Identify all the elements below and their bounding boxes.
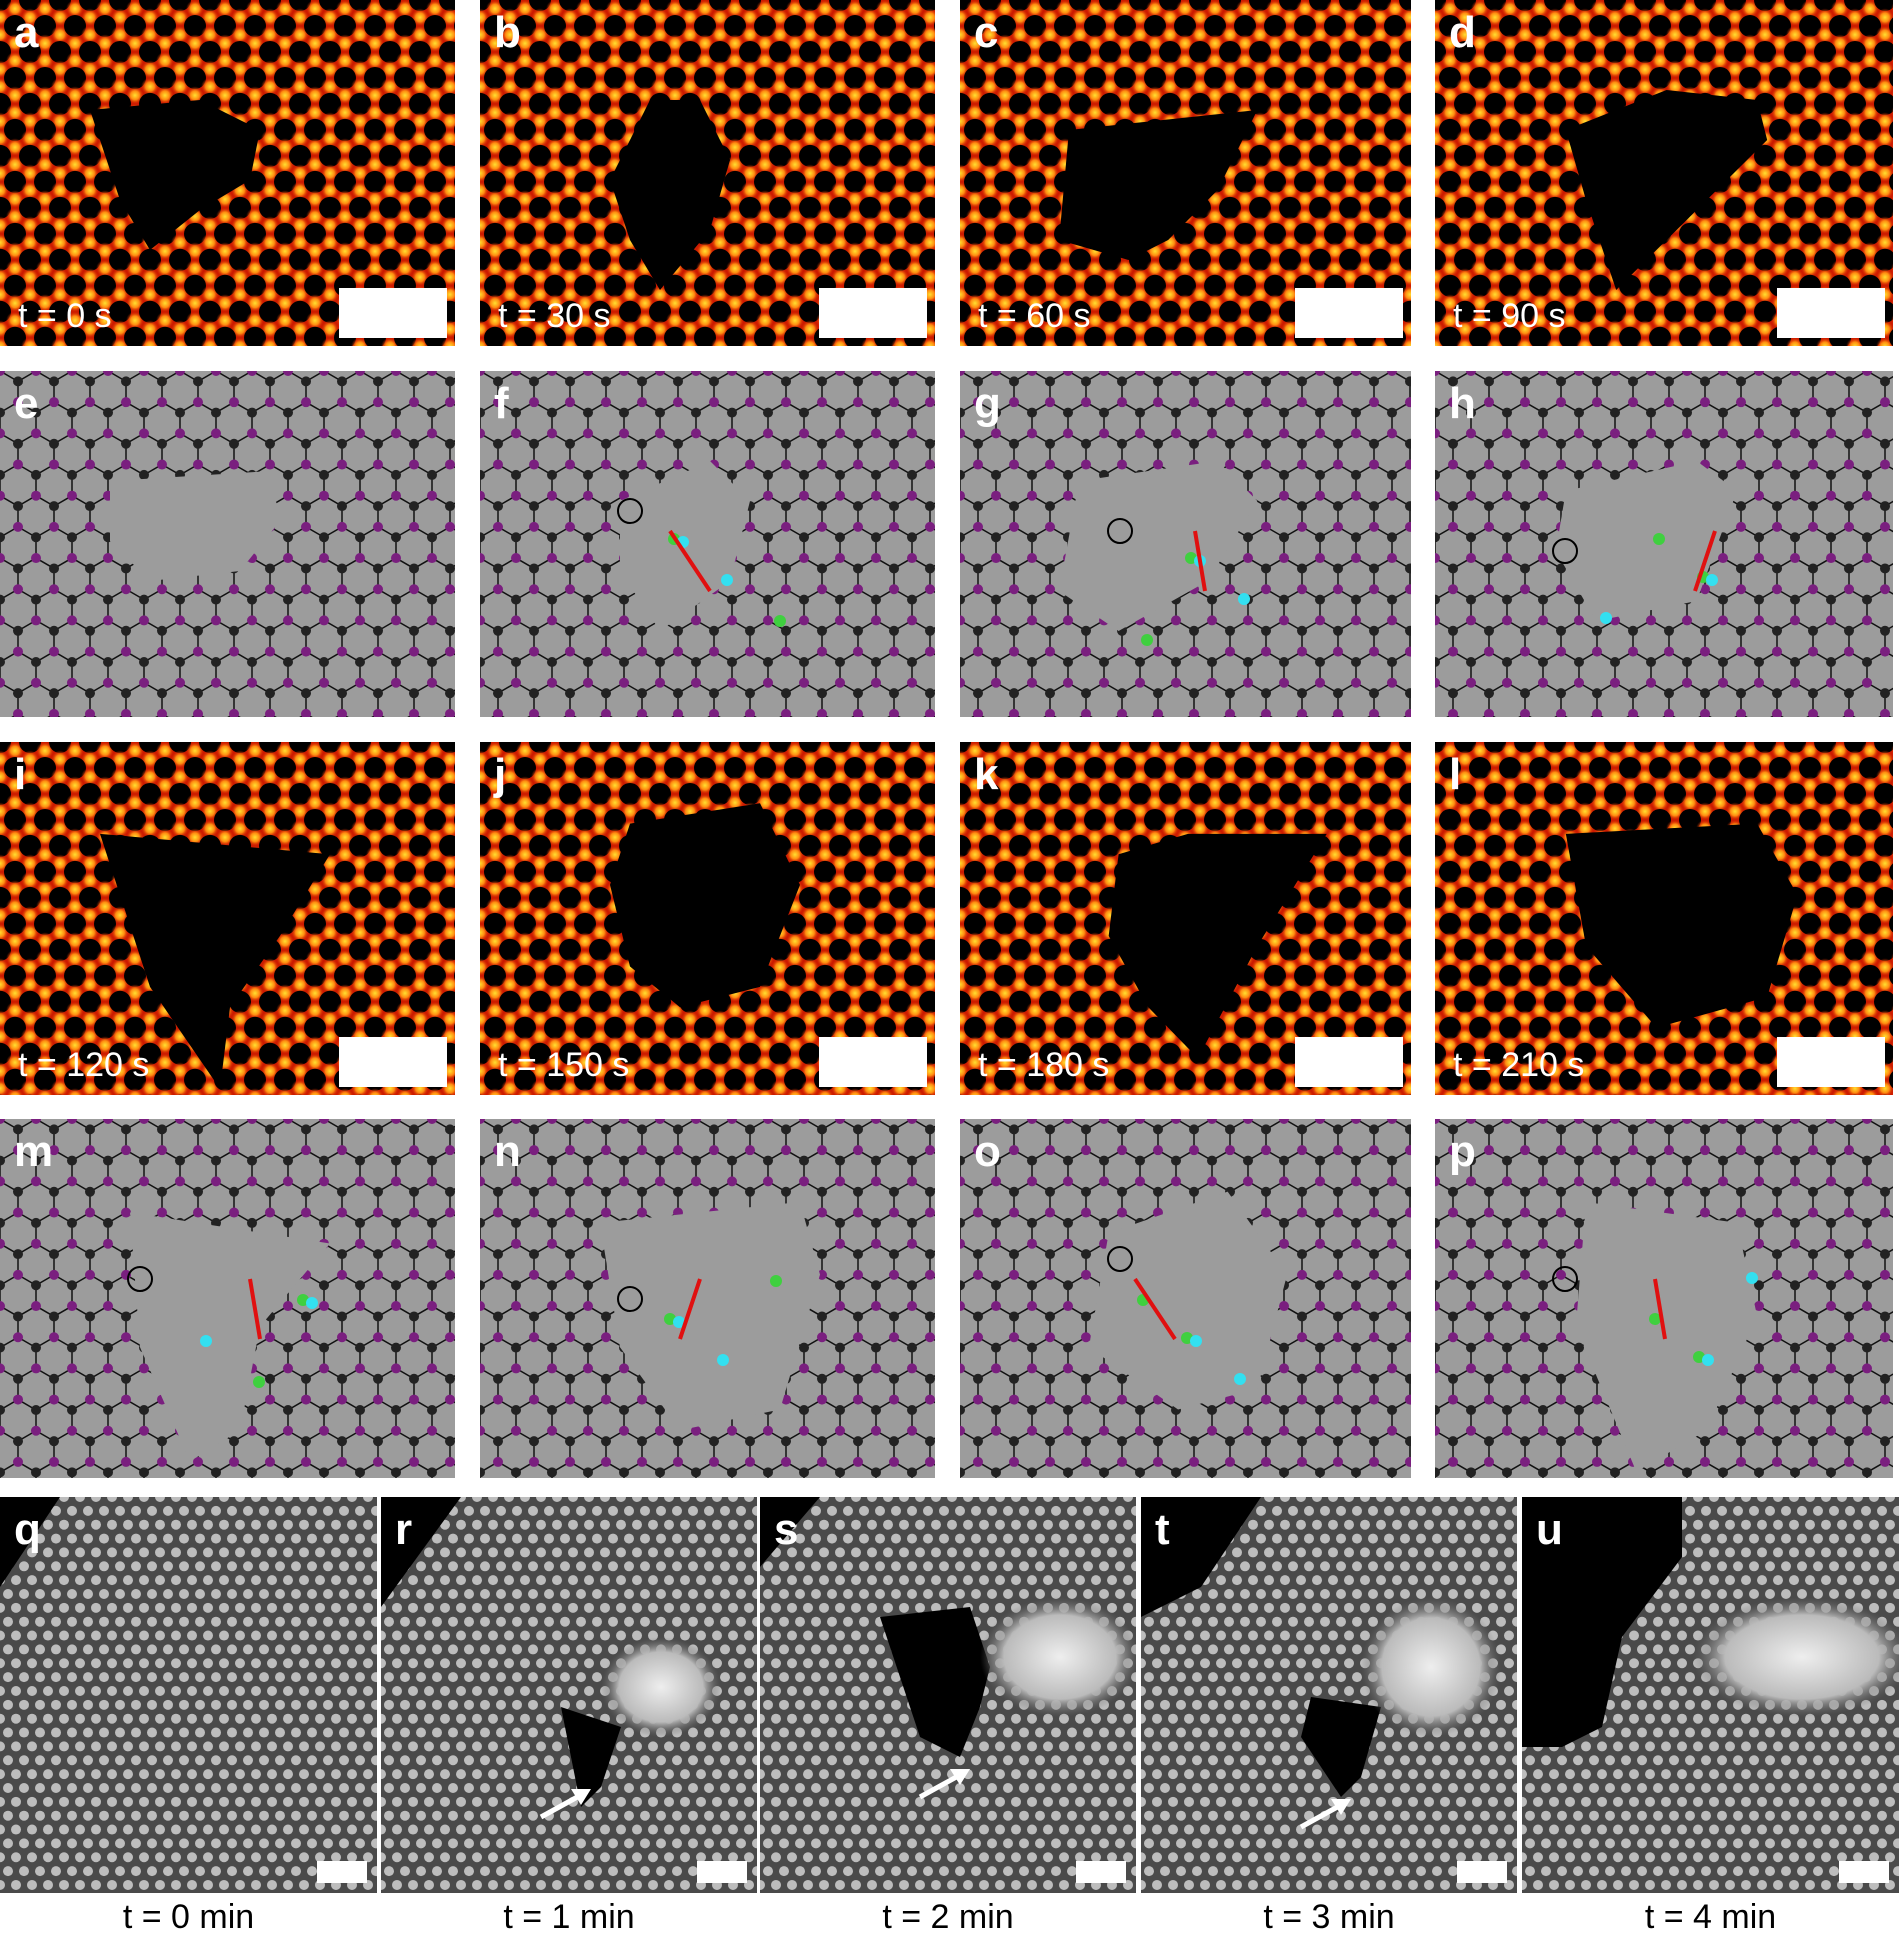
- panel-p: p: [1435, 1119, 1893, 1478]
- panel-label: c: [974, 8, 998, 58]
- panel-label: p: [1449, 1127, 1476, 1177]
- scale-bar: [1076, 1861, 1126, 1883]
- stem-image: [1141, 1497, 1517, 1893]
- lattice-image: [960, 1119, 1411, 1478]
- scale-bar: [339, 1037, 447, 1087]
- panel-c: c t = 60 s: [960, 0, 1411, 346]
- scale-bar: [1295, 288, 1403, 338]
- scale-bar: [697, 1861, 747, 1883]
- stem-image: [760, 1497, 1136, 1893]
- panel-n: n: [480, 1119, 935, 1478]
- panel-label: l: [1449, 750, 1461, 800]
- panel-r: r: [381, 1497, 757, 1893]
- scale-bar: [1457, 1861, 1507, 1883]
- panel-f: f: [480, 371, 935, 717]
- panel-g: g: [960, 371, 1411, 717]
- time-label: t = 90 s: [1453, 297, 1565, 336]
- scale-bar: [1839, 1861, 1889, 1883]
- scale-bar: [1295, 1037, 1403, 1087]
- stem-image: [381, 1497, 757, 1893]
- panel-k: k t = 180 s: [960, 742, 1411, 1095]
- stem-image: [0, 1497, 377, 1893]
- lattice-image: [960, 371, 1411, 717]
- time-label: t = 1 min: [381, 1898, 757, 1937]
- time-label: t = 120 s: [18, 1046, 149, 1085]
- panel-s: s: [760, 1497, 1136, 1893]
- time-label: t = 180 s: [978, 1046, 1109, 1085]
- stem-image: [1522, 1497, 1899, 1893]
- scale-bar: [819, 288, 927, 338]
- panel-j: j t = 150 s: [480, 742, 935, 1095]
- panel-label: r: [395, 1505, 412, 1555]
- panel-a: a t = 0 s: [0, 0, 455, 346]
- time-label: t = 210 s: [1453, 1046, 1584, 1085]
- panel-label: q: [14, 1505, 41, 1555]
- panel-t: t: [1141, 1497, 1517, 1893]
- panel-q: q: [0, 1497, 377, 1893]
- lattice-image: [0, 371, 455, 717]
- panel-l: l t = 210 s: [1435, 742, 1893, 1095]
- scale-bar: [339, 288, 447, 338]
- time-label: t = 0 min: [0, 1898, 377, 1937]
- lattice-image: [1435, 371, 1893, 717]
- time-label: t = 30 s: [498, 297, 610, 336]
- lattice-image: [1435, 1119, 1893, 1478]
- panel-label: j: [494, 750, 506, 800]
- time-label: t = 2 min: [760, 1898, 1136, 1937]
- panel-d: d t = 90 s: [1435, 0, 1893, 346]
- panel-label: i: [14, 750, 26, 800]
- panel-label: u: [1536, 1505, 1563, 1555]
- scale-bar: [1777, 1037, 1885, 1087]
- panel-label: h: [1449, 379, 1476, 429]
- panel-h: h: [1435, 371, 1893, 717]
- lattice-image: [480, 1119, 935, 1478]
- scale-bar: [317, 1861, 367, 1883]
- lattice-image: [0, 1119, 455, 1478]
- panel-label: o: [974, 1127, 1001, 1177]
- panel-label: a: [14, 8, 38, 58]
- panel-label: m: [14, 1127, 53, 1177]
- panel-b: b t = 30 s: [480, 0, 935, 346]
- panel-label: n: [494, 1127, 521, 1177]
- panel-i: i t = 120 s: [0, 742, 455, 1095]
- lattice-image: [480, 371, 935, 717]
- panel-label: b: [494, 8, 521, 58]
- time-label: t = 60 s: [978, 297, 1090, 336]
- time-label: t = 4 min: [1522, 1898, 1899, 1937]
- time-label: t = 0 s: [18, 297, 112, 336]
- time-label: t = 3 min: [1141, 1898, 1517, 1937]
- scale-bar: [819, 1037, 927, 1087]
- panel-label: k: [974, 750, 998, 800]
- panel-e: e: [0, 371, 455, 717]
- panel-label: g: [974, 379, 1001, 429]
- panel-label: s: [774, 1505, 798, 1555]
- panel-m: m: [0, 1119, 455, 1478]
- panel-o: o: [960, 1119, 1411, 1478]
- time-label: t = 150 s: [498, 1046, 629, 1085]
- panel-u: u: [1522, 1497, 1899, 1893]
- panel-label: d: [1449, 8, 1476, 58]
- scale-bar: [1777, 288, 1885, 338]
- panel-label: t: [1155, 1505, 1170, 1555]
- panel-label: e: [14, 379, 38, 429]
- panel-label: f: [494, 379, 509, 429]
